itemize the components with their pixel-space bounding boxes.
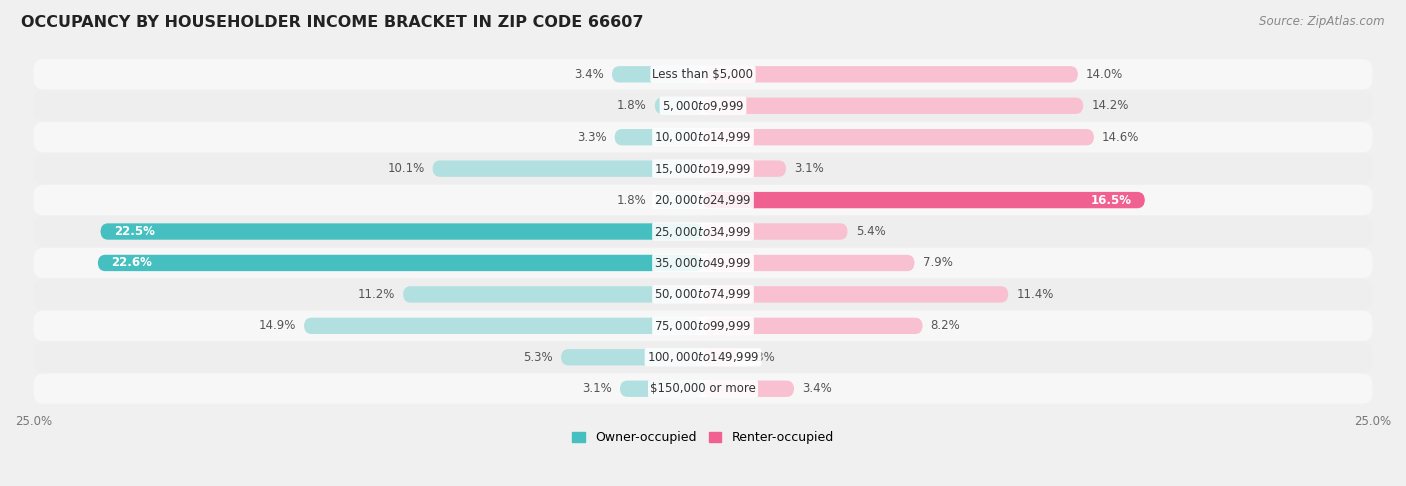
Text: OCCUPANCY BY HOUSEHOLDER INCOME BRACKET IN ZIP CODE 66607: OCCUPANCY BY HOUSEHOLDER INCOME BRACKET … (21, 15, 644, 30)
FancyBboxPatch shape (433, 160, 703, 177)
Text: $20,000 to $24,999: $20,000 to $24,999 (654, 193, 752, 207)
Text: 3.4%: 3.4% (801, 382, 832, 395)
Text: 1.8%: 1.8% (617, 193, 647, 207)
Text: 7.9%: 7.9% (922, 257, 952, 269)
Text: $75,000 to $99,999: $75,000 to $99,999 (654, 319, 752, 333)
Text: 3.1%: 3.1% (794, 162, 824, 175)
FancyBboxPatch shape (34, 185, 1372, 215)
FancyBboxPatch shape (100, 224, 703, 240)
Text: 22.5%: 22.5% (114, 225, 155, 238)
FancyBboxPatch shape (703, 192, 1144, 208)
FancyBboxPatch shape (34, 248, 1372, 278)
Text: 3.3%: 3.3% (576, 131, 606, 144)
FancyBboxPatch shape (703, 349, 738, 365)
FancyBboxPatch shape (620, 381, 703, 397)
FancyBboxPatch shape (703, 129, 1094, 145)
Text: 3.4%: 3.4% (574, 68, 605, 81)
Text: $50,000 to $74,999: $50,000 to $74,999 (654, 287, 752, 301)
Text: $100,000 to $149,999: $100,000 to $149,999 (647, 350, 759, 364)
Text: 14.0%: 14.0% (1085, 68, 1123, 81)
Text: 11.2%: 11.2% (357, 288, 395, 301)
FancyBboxPatch shape (703, 255, 914, 271)
Text: 11.4%: 11.4% (1017, 288, 1053, 301)
FancyBboxPatch shape (703, 318, 922, 334)
FancyBboxPatch shape (34, 342, 1372, 372)
Text: 3.1%: 3.1% (582, 382, 612, 395)
FancyBboxPatch shape (98, 255, 703, 271)
FancyBboxPatch shape (703, 98, 1083, 114)
FancyBboxPatch shape (34, 59, 1372, 89)
Text: 1.3%: 1.3% (745, 351, 776, 364)
Text: $10,000 to $14,999: $10,000 to $14,999 (654, 130, 752, 144)
Text: 1.8%: 1.8% (617, 99, 647, 112)
FancyBboxPatch shape (34, 122, 1372, 152)
Text: 14.6%: 14.6% (1102, 131, 1139, 144)
FancyBboxPatch shape (404, 286, 703, 303)
Text: 14.2%: 14.2% (1091, 99, 1129, 112)
FancyBboxPatch shape (703, 160, 786, 177)
Text: Source: ZipAtlas.com: Source: ZipAtlas.com (1260, 15, 1385, 28)
FancyBboxPatch shape (703, 224, 848, 240)
FancyBboxPatch shape (703, 66, 1078, 83)
FancyBboxPatch shape (34, 279, 1372, 310)
Text: 10.1%: 10.1% (387, 162, 425, 175)
FancyBboxPatch shape (304, 318, 703, 334)
Text: $35,000 to $49,999: $35,000 to $49,999 (654, 256, 752, 270)
Text: Less than $5,000: Less than $5,000 (652, 68, 754, 81)
Text: 22.6%: 22.6% (111, 257, 152, 269)
Text: 5.3%: 5.3% (523, 351, 553, 364)
Text: 14.9%: 14.9% (259, 319, 297, 332)
FancyBboxPatch shape (34, 91, 1372, 121)
FancyBboxPatch shape (34, 154, 1372, 184)
FancyBboxPatch shape (34, 216, 1372, 246)
Text: 5.4%: 5.4% (856, 225, 886, 238)
FancyBboxPatch shape (655, 192, 703, 208)
Text: $150,000 or more: $150,000 or more (650, 382, 756, 395)
FancyBboxPatch shape (612, 66, 703, 83)
Text: $5,000 to $9,999: $5,000 to $9,999 (662, 99, 744, 113)
FancyBboxPatch shape (34, 374, 1372, 404)
Text: 16.5%: 16.5% (1091, 193, 1132, 207)
FancyBboxPatch shape (703, 381, 794, 397)
Text: $15,000 to $19,999: $15,000 to $19,999 (654, 162, 752, 175)
FancyBboxPatch shape (34, 311, 1372, 341)
Legend: Owner-occupied, Renter-occupied: Owner-occupied, Renter-occupied (568, 426, 838, 449)
Text: $25,000 to $34,999: $25,000 to $34,999 (654, 225, 752, 239)
FancyBboxPatch shape (703, 286, 1008, 303)
FancyBboxPatch shape (614, 129, 703, 145)
Text: 8.2%: 8.2% (931, 319, 960, 332)
FancyBboxPatch shape (561, 349, 703, 365)
FancyBboxPatch shape (655, 98, 703, 114)
